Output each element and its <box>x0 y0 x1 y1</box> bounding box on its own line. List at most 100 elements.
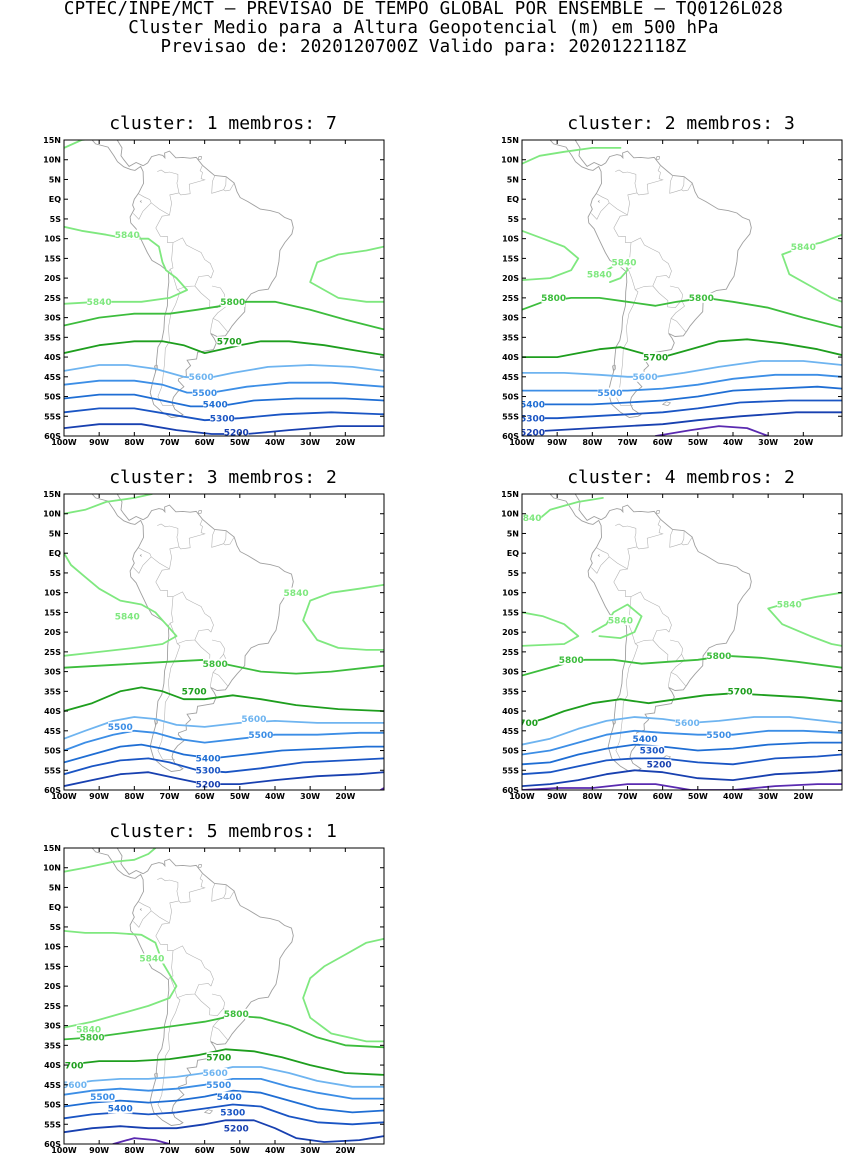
contour-5840 <box>591 603 643 639</box>
contour-label-bg <box>522 413 545 424</box>
lat-label: 10N <box>43 864 61 873</box>
lat-label: 5N <box>49 529 61 538</box>
contour-5200 <box>64 423 384 435</box>
contour-label: 5400 <box>520 401 545 411</box>
border-line <box>669 175 685 194</box>
contour-label-bg <box>181 686 207 697</box>
lat-label: 25S <box>502 648 519 657</box>
lon-label: 100W <box>509 792 535 801</box>
lon-label: 80W <box>124 1146 144 1155</box>
map-frame <box>521 139 843 437</box>
lon-label: 20W <box>793 792 813 801</box>
lon-label: 100W <box>51 792 77 801</box>
contour-5840 <box>302 937 384 1043</box>
contour-label: 5300 <box>520 414 545 424</box>
lat-label: 45S <box>502 727 519 736</box>
contour-label: 5600 <box>189 373 214 383</box>
border-line <box>613 214 672 279</box>
border-line <box>223 890 235 900</box>
contour-label: 5840 <box>517 514 542 524</box>
border-line <box>194 639 226 663</box>
contour-label: 5800 <box>203 660 228 670</box>
contour-label-bg <box>522 717 538 728</box>
contour-label: 5200 <box>520 428 545 438</box>
contour-label: 5600 <box>203 1069 228 1079</box>
island <box>611 364 616 372</box>
border-line <box>169 268 212 290</box>
border-line <box>178 165 206 196</box>
lon-label: 40W <box>723 792 743 801</box>
contour-label-bg <box>76 1024 101 1035</box>
lon-label: 70W <box>160 438 180 447</box>
contour-5500 <box>64 379 384 394</box>
contour-label: 5600 <box>633 373 658 383</box>
contour-label: 5500 <box>248 731 273 741</box>
lat-label: EQ <box>507 195 519 204</box>
contour-label: 5600 <box>675 719 700 729</box>
lon-label: 70W <box>618 438 638 447</box>
contour-5840 <box>309 245 384 303</box>
lon-label: 100W <box>51 438 77 447</box>
lat-label: 40S <box>44 707 61 716</box>
contour-5840 <box>767 591 842 647</box>
contour-label: 5800 <box>706 652 731 662</box>
lon-label: 60W <box>195 1146 215 1155</box>
island <box>197 156 202 160</box>
lat-label: 35S <box>44 333 61 342</box>
contour-label: 5700 <box>59 1061 84 1071</box>
contour-5200 <box>64 1119 384 1143</box>
contour-label-bg <box>195 753 221 764</box>
border-line <box>668 318 672 334</box>
lat-label: 55S <box>502 766 519 775</box>
lon-label: 50W <box>688 438 708 447</box>
contour-5100 <box>654 425 770 436</box>
contour-label-bg <box>195 765 221 776</box>
contour-label: 5840 <box>791 243 816 253</box>
panel-title-5: cluster: 5 membros: 1 <box>109 821 337 842</box>
lon-label: 30W <box>758 438 778 447</box>
island <box>597 554 600 557</box>
border-line <box>157 997 181 1114</box>
contour-label-bg <box>108 721 133 732</box>
lat-label: 60S <box>44 786 61 795</box>
contour-5840 <box>522 229 580 281</box>
lat-label: 5S <box>508 569 520 578</box>
contour-label-bg <box>727 686 753 697</box>
lon-label: 40W <box>265 438 285 447</box>
map-frame <box>63 493 385 791</box>
island <box>203 1109 214 1114</box>
lon-label: 30W <box>300 438 320 447</box>
contour-label: 5800 <box>220 298 245 308</box>
border-line <box>155 568 214 633</box>
contour-label-bg <box>522 399 545 410</box>
contour-label-bg <box>608 615 633 626</box>
border-line <box>169 976 212 998</box>
map-layers: 5840 5840 5840 5800 5800 5700 5700 5600 5500 5400… <box>517 494 842 790</box>
border-line <box>211 883 227 902</box>
lat-label: 5N <box>49 175 61 184</box>
contour-label: 5840 <box>611 259 636 269</box>
contour-label: 5600 <box>62 1081 87 1091</box>
map-frame <box>521 493 843 791</box>
lat-label: 10S <box>44 235 61 244</box>
contour-label: 5800 <box>224 1010 249 1020</box>
contour-label-bg <box>706 650 732 661</box>
border-line <box>178 519 206 550</box>
lat-label: 60S <box>44 1140 61 1149</box>
border-line <box>155 922 214 987</box>
border-line <box>168 950 174 980</box>
island <box>655 156 660 160</box>
contour-label-bg <box>220 1107 245 1118</box>
lat-label: 15N <box>43 490 61 499</box>
contour-label: 5500 <box>108 723 133 733</box>
contour-label-bg <box>777 599 802 610</box>
lat-label: 15N <box>501 136 519 145</box>
border-line <box>157 643 181 760</box>
border-line <box>194 993 226 1017</box>
contour-label-bg <box>64 1079 87 1090</box>
border-line <box>615 643 639 760</box>
lat-label: 40S <box>502 707 519 716</box>
lon-label: 50W <box>230 438 250 447</box>
